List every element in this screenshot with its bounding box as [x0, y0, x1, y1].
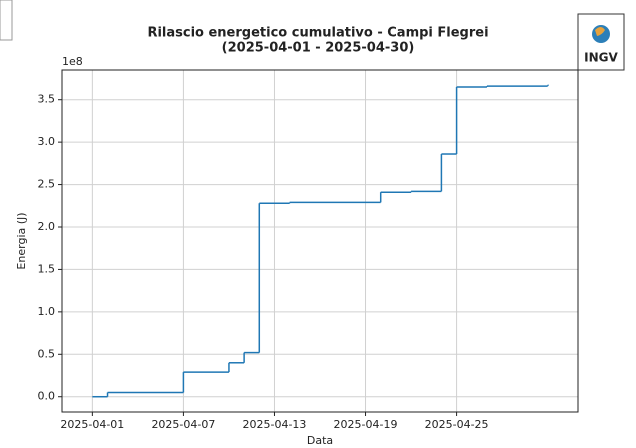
plot-frame	[61, 69, 579, 413]
logo-land	[595, 27, 605, 36]
logo-text: INGV	[584, 51, 618, 65]
y-tick-label: 3.0	[38, 135, 56, 148]
y-tick-label: 1.0	[38, 305, 56, 318]
y-tick-label: 3.5	[38, 93, 56, 106]
y-offset-label: 1e8	[62, 55, 83, 68]
logo: INGV	[577, 13, 625, 71]
y-tick-label: 2.5	[38, 178, 56, 191]
chart-subtitle: (2025-04-01 - 2025-04-30)	[222, 41, 415, 56]
y-tick-label: 0.5	[38, 347, 56, 360]
crop-edge	[0, 0, 13, 41]
x-tick-label: 2025-04-07	[151, 418, 215, 431]
chart-title: Rilascio energetico cumulativo - Campi F…	[147, 26, 488, 41]
y-tick-label: 0.0	[38, 390, 56, 403]
x-tick-label: 2025-04-19	[334, 418, 398, 431]
y-tick-label: 2.0	[38, 220, 56, 233]
y-axis-label: Energia (J)	[15, 212, 28, 269]
x-tick-label: 2025-04-25	[425, 418, 489, 431]
x-tick-label: 2025-04-13	[243, 418, 307, 431]
y-tick-label: 1.5	[38, 262, 56, 275]
x-tick-label: 2025-04-01	[60, 418, 124, 431]
x-axis-label: Data	[307, 434, 333, 447]
